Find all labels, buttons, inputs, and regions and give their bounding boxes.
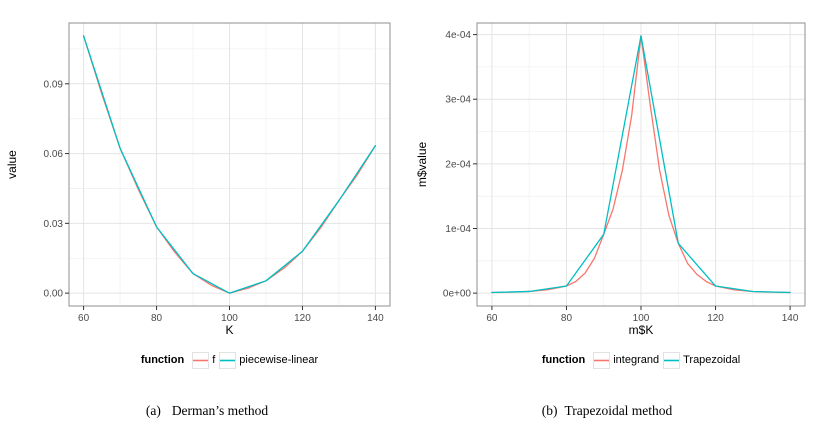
caption-b-label: (b) [541,403,558,418]
y-axis-title: m$value [415,141,429,187]
x-tick-label: 140 [367,313,384,324]
x-tick-label: 60 [486,313,498,324]
legend-title: function [140,354,185,366]
legend-key-piecewise-linear [219,351,237,369]
teal-line-swatch-icon [220,359,236,361]
red-line-swatch-icon [594,359,610,361]
legend-label-piecewise-linear: piecewise-linear [239,354,319,366]
y-tick-label: 0.06 [44,149,64,160]
legend-label-f: f [212,354,216,366]
legend-label-trapezoidal: Trapezoidal [683,354,741,366]
y-axis-title: value [5,150,19,179]
caption-a: (a) Derman’s method [146,403,268,419]
plot-trapezoidal: 60 80 100 120 140 0e+00 1e-04 2e-04 3e-04 4e-04 m$… [415,22,806,337]
series-line-Trapezoidal [491,35,791,294]
y-tick-label: 2e-04 [445,159,471,170]
legend-key-integrand [593,351,611,369]
teal-line-swatch-icon [664,359,680,361]
red-line-swatch-icon [193,359,209,361]
subfigure-b: 60 80 100 120 140 0e+00 1e-04 2e-04 3e-04 4e-04 m$… [410,0,819,440]
y-tick-label: 0e+00 [443,289,472,300]
legend-title: function [541,354,586,366]
y-tick-label: 0.03 [44,219,64,230]
legend-trapezoidal: function integrand Trapezoidal [477,351,805,369]
caption-b: (b) Trapezoidal method [542,403,673,419]
caption-a-label: (a) [145,403,161,418]
x-tick-label: 80 [151,313,163,324]
legend-derman: function f piecewise-linear [69,351,390,369]
legend-key-f [192,351,210,369]
x-tick-label: 120 [294,313,311,324]
x-axis-title: K [225,323,233,337]
y-tick-label: 4e-04 [445,30,471,41]
caption-a-text: Derman’s method [171,403,269,418]
y-tick-label: 0.09 [44,79,64,90]
caption-b-text: Trapezoidal method [564,403,673,418]
x-tick-label: 100 [221,313,238,324]
x-tick-label: 100 [633,313,650,324]
y-tick-label: 3e-04 [445,95,471,106]
x-tick-label: 60 [78,313,90,324]
x-tick-label: 80 [561,313,573,324]
x-tick-label: 140 [782,313,799,324]
y-tick-label: 0.00 [44,289,64,300]
y-tick-label: 1e-04 [445,224,471,235]
series-line-piecewise-linear [82,35,377,294]
legend-key-trapezoidal [663,351,681,369]
legend-label-integrand: integrand [613,354,660,366]
x-axis-title: m$K [629,323,654,337]
x-tick-label: 120 [707,313,724,324]
